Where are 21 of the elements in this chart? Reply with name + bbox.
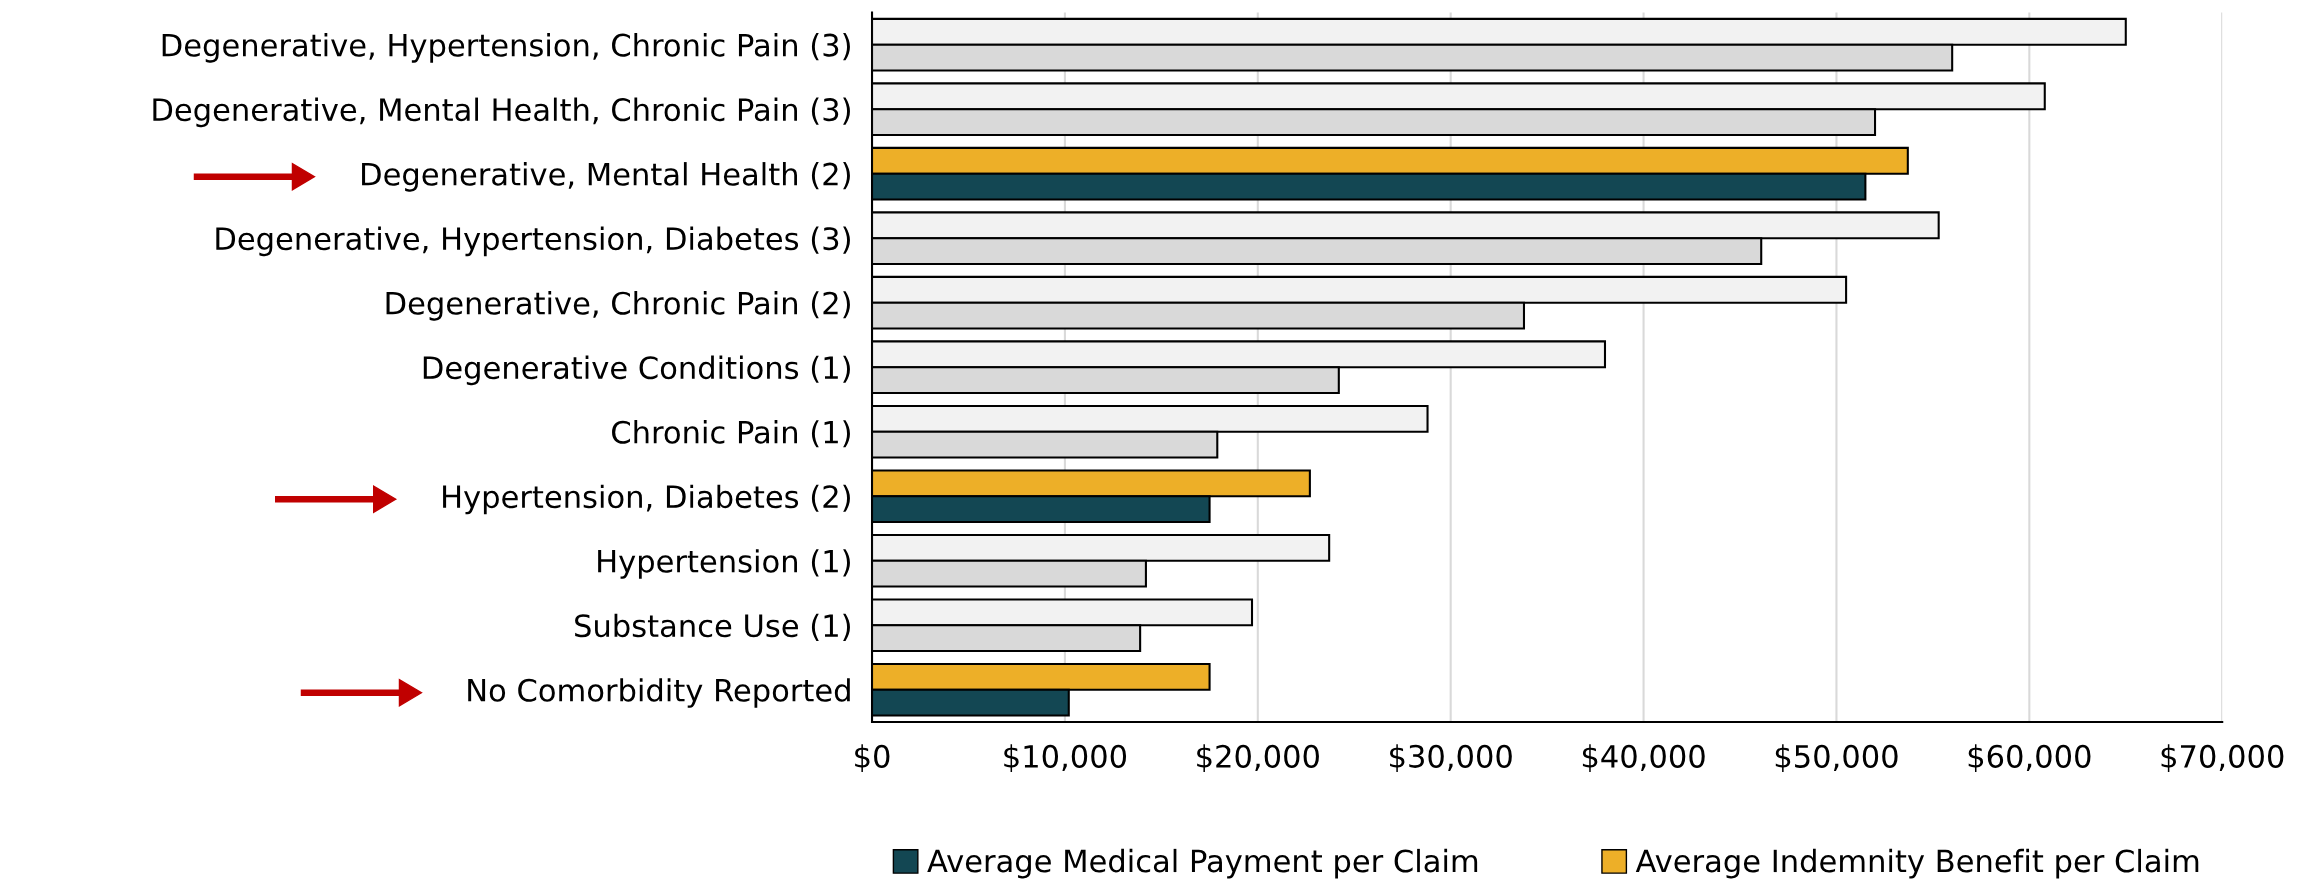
x-tick-label: $20,000 <box>1197 744 1319 772</box>
y-tick-label: No Comorbidity Reported <box>468 678 850 708</box>
legend-label: Average Indemnity Benefit per Claim <box>1635 848 2199 879</box>
x-tick-label: $70,000 <box>2161 744 2284 772</box>
y-tick-label: Degenerative, Mental Health (2) <box>362 162 850 192</box>
x-tick-label: $60,000 <box>1968 744 2091 772</box>
legend-label: Average Medical Payment per Claim <box>927 848 1478 879</box>
y-tick-label: Chronic Pain (1) <box>612 420 850 448</box>
y-tick-label: Degenerative, Mental Health, Chronic Pain (3) <box>153 97 850 128</box>
y-tick-label: Degenerative, Hypertension, Chronic Pain (3) <box>162 33 850 63</box>
x-tick-label: $10,000 <box>1004 744 1127 772</box>
x-tick-label: $30,000 <box>1390 744 1512 772</box>
x-tick-label: $0 <box>855 744 890 772</box>
y-tick-label: Degenerative Conditions (1) <box>423 355 850 386</box>
x-tick-label: $40,000 <box>1582 744 1705 772</box>
y-tick-label: Hypertension (1) <box>598 549 850 579</box>
y-tick-label: Substance Use (1) <box>575 613 850 641</box>
x-tick-label: $50,000 <box>1775 744 1898 772</box>
y-tick-label: Degenerative, Hypertension, Diabetes (3) <box>216 226 850 257</box>
y-tick-label: Degenerative, Chronic Pain (2) <box>386 291 850 321</box>
y-tick-label: Hypertension, Diabetes (2) <box>443 484 850 515</box>
